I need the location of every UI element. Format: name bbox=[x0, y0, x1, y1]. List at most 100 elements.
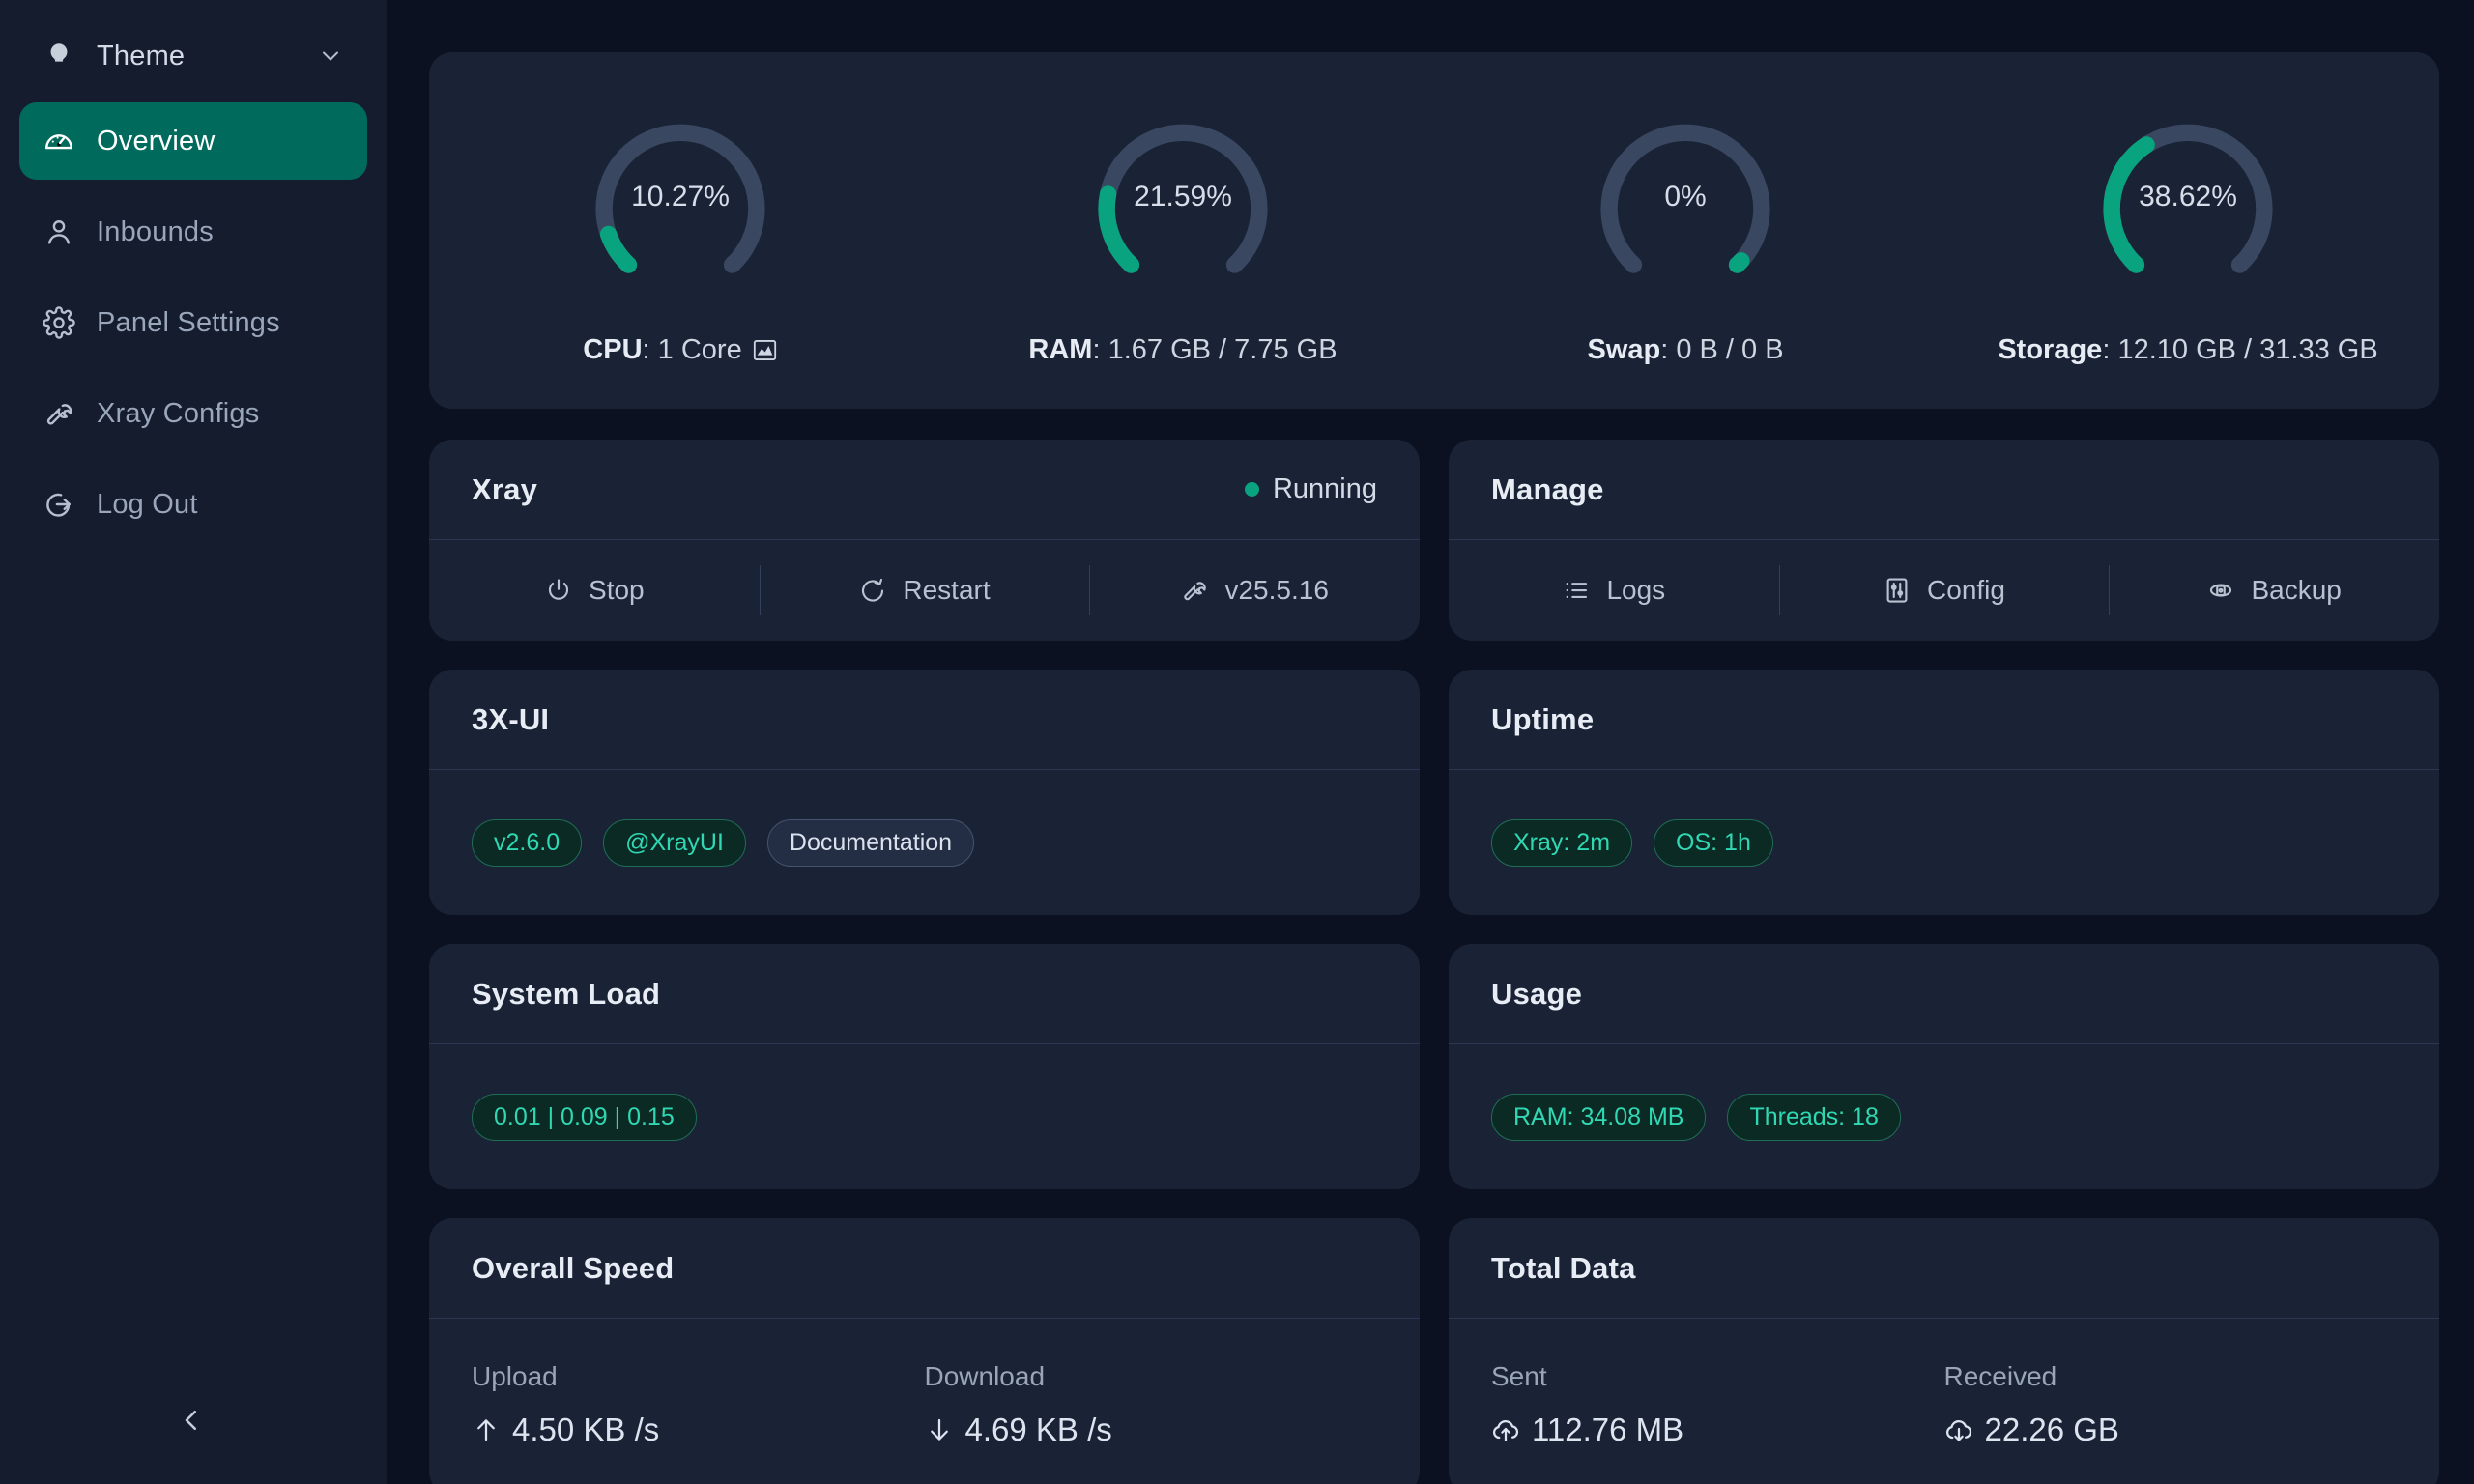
gauge-name: CPU bbox=[583, 334, 643, 365]
metric-value: 112.76 MB bbox=[1532, 1412, 1684, 1447]
gauge-ring: 38.62% bbox=[2076, 85, 2300, 309]
gauge-ring: 0% bbox=[1573, 85, 1798, 309]
total-data-metrics: Sent 112.76 MB Received 22.26 GB bbox=[1449, 1319, 2439, 1484]
gauge-detail: 1.67 GB / 7.75 GB bbox=[1108, 334, 1338, 365]
gauge-cpu: 10.27% CPU: 1 Core bbox=[429, 85, 932, 366]
gauge-percent: 0% bbox=[1664, 181, 1707, 213]
manage-actions: Logs Config Backup bbox=[1449, 540, 2439, 641]
wrench-icon bbox=[1184, 582, 1207, 601]
usage-badges: RAM: 34.08 MB Threads: 18 bbox=[1449, 1044, 2439, 1189]
total-data-card: Total Data Sent 112.76 MB Received bbox=[1449, 1218, 2439, 1484]
manage-card-header: Manage bbox=[1449, 440, 2439, 540]
cloud-upload-icon bbox=[1493, 1420, 1519, 1441]
os-uptime-badge: OS: 1h bbox=[1654, 818, 1773, 867]
theme-selector[interactable]: Theme bbox=[19, 23, 367, 89]
sidebar-item-panel-settings[interactable]: Panel Settings bbox=[19, 284, 367, 361]
threexui-card-header: 3X-UI bbox=[429, 670, 1420, 770]
sidebar-item-label: Xray Configs bbox=[97, 397, 260, 429]
gauge-percent: 10.27% bbox=[631, 181, 730, 213]
sliders-icon bbox=[1886, 578, 1908, 603]
cloud-download-icon bbox=[1945, 1420, 1971, 1441]
received-metric: Received 22.26 GB bbox=[1944, 1361, 2398, 1448]
chart-icon[interactable] bbox=[752, 337, 778, 363]
gauge-name: Storage bbox=[1998, 334, 2103, 365]
status-label: Running bbox=[1272, 473, 1377, 504]
gauge-ring: 10.27% bbox=[568, 85, 792, 309]
overall-speed-metrics: Upload 4.50 KB /s Download 4.69 KB /s bbox=[429, 1319, 1420, 1484]
restart-button[interactable]: Restart bbox=[759, 540, 1090, 641]
system-stats-card: 10.27% CPU: 1 Core bbox=[429, 52, 2439, 409]
documentation-badge[interactable]: Documentation bbox=[766, 818, 975, 867]
sidebar-item-log-out[interactable]: Log Out bbox=[19, 466, 367, 543]
sidebar: Theme Overview Inbounds Panel Settings bbox=[0, 0, 387, 1484]
gauge-caption: CPU: 1 Core bbox=[583, 334, 777, 366]
panel-title: Usage bbox=[1491, 976, 1583, 1011]
action-label: Logs bbox=[1606, 575, 1666, 605]
gauge-swap: 0% Swap: 0 B / 0 B bbox=[1434, 85, 1937, 366]
bulb-icon bbox=[43, 40, 75, 72]
chevron-down-icon[interactable] bbox=[317, 43, 344, 70]
sidebar-item-overview[interactable]: Overview bbox=[19, 102, 367, 180]
overall-speed-card-header: Overall Speed bbox=[429, 1218, 1420, 1319]
total-data-card-header: Total Data bbox=[1449, 1218, 2439, 1319]
telegram-badge[interactable]: @XrayUI bbox=[603, 818, 746, 867]
right-column: Manage Logs Config Backup bbox=[1449, 440, 2439, 1484]
system-load-card-header: System Load bbox=[429, 944, 1420, 1044]
gauge-storage: 38.62% Storage: 12.10 GB / 31.33 GB bbox=[1937, 85, 2439, 366]
logs-button[interactable]: Logs bbox=[1449, 540, 1779, 641]
gauge-ram: 21.59% RAM: 1.67 GB / 7.75 GB bbox=[932, 85, 1434, 366]
sidebar-item-inbounds[interactable]: Inbounds bbox=[19, 193, 367, 271]
panel-title: Uptime bbox=[1491, 701, 1595, 736]
arrow-up-icon bbox=[477, 1419, 495, 1441]
backup-icon bbox=[2210, 584, 2232, 597]
manage-card: Manage Logs Config Backup bbox=[1449, 440, 2439, 641]
xray-uptime-badge: Xray: 2m bbox=[1491, 818, 1633, 867]
download-metric: Download 4.69 KB /s bbox=[925, 1361, 1378, 1448]
sidebar-item-xray-configs[interactable]: Xray Configs bbox=[19, 375, 367, 452]
usage-ram-badge: RAM: 34.08 MB bbox=[1491, 1093, 1707, 1141]
system-load-badges: 0.01 | 0.09 | 0.15 bbox=[429, 1044, 1420, 1189]
usage-threads-badge: Threads: 18 bbox=[1727, 1093, 1901, 1141]
backup-button[interactable]: Backup bbox=[2109, 540, 2439, 641]
metric-value-row: 4.50 KB /s bbox=[472, 1412, 925, 1448]
gauge-name: Swap bbox=[1587, 334, 1661, 365]
config-button[interactable]: Config bbox=[1778, 540, 2110, 641]
main-content: 10.27% CPU: 1 Core bbox=[387, 0, 2474, 1484]
threexui-card: 3X-UI v2.6.0 @XrayUI Documentation bbox=[429, 670, 1420, 915]
user-icon bbox=[43, 215, 75, 248]
system-load-card: System Load 0.01 | 0.09 | 0.15 bbox=[429, 944, 1420, 1189]
panel-title: Total Data bbox=[1491, 1250, 1636, 1285]
metric-value-row: 4.69 KB /s bbox=[925, 1412, 1378, 1448]
arrow-down-icon bbox=[930, 1418, 948, 1441]
status-dot-icon bbox=[1244, 482, 1259, 497]
metric-value: 22.26 GB bbox=[1984, 1412, 2119, 1447]
wrench-icon bbox=[43, 397, 75, 430]
panel-title: Xray bbox=[472, 471, 538, 506]
sidebar-collapse-button[interactable] bbox=[170, 1399, 213, 1441]
metric-value-row: 22.26 GB bbox=[1944, 1412, 2398, 1448]
action-label: Restart bbox=[903, 575, 991, 605]
metric-value: 4.50 KB /s bbox=[512, 1412, 660, 1447]
uptime-card-header: Uptime bbox=[1449, 670, 2439, 770]
action-label: Backup bbox=[2251, 575, 2342, 605]
gauge-percent: 38.62% bbox=[2139, 181, 2237, 213]
gauge-detail: 12.10 GB / 31.33 GB bbox=[2117, 334, 2378, 365]
left-column: Xray Running Stop bbox=[429, 440, 1420, 1484]
load-average-badge: 0.01 | 0.09 | 0.15 bbox=[472, 1093, 697, 1141]
sidebar-item-label: Overview bbox=[97, 125, 216, 157]
threexui-badges: v2.6.0 @XrayUI Documentation bbox=[429, 770, 1420, 915]
xray-card: Xray Running Stop bbox=[429, 440, 1420, 641]
xray-actions: Stop Restart v25.5.16 bbox=[429, 540, 1420, 641]
power-icon bbox=[548, 579, 569, 600]
stop-button[interactable]: Stop bbox=[429, 540, 760, 641]
panel-title: Manage bbox=[1491, 471, 1604, 506]
refresh-icon bbox=[862, 578, 884, 602]
version-badge[interactable]: v2.6.0 bbox=[472, 818, 583, 867]
metric-caption: Received bbox=[1943, 1361, 2057, 1391]
gauge-row: 10.27% CPU: 1 Core bbox=[429, 85, 2439, 366]
action-label: v25.5.16 bbox=[1224, 575, 1329, 605]
list-icon bbox=[1567, 583, 1588, 598]
xray-version-button[interactable]: v25.5.16 bbox=[1089, 540, 1420, 641]
panel-title: 3X-UI bbox=[472, 701, 550, 736]
panel-title: Overall Speed bbox=[472, 1250, 675, 1285]
